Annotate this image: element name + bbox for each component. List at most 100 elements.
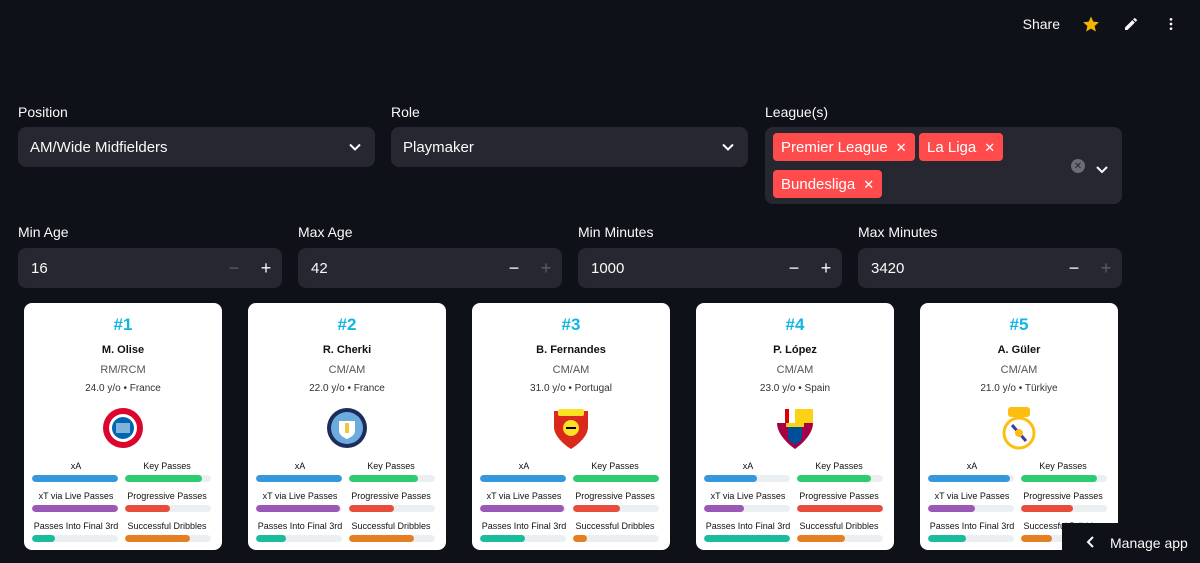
fc-bayern-crest xyxy=(102,405,144,451)
share-button[interactable]: Share xyxy=(1022,16,1060,32)
remove-tag-icon[interactable]: ✕ xyxy=(863,176,875,192)
metric-bar-fill xyxy=(797,505,883,512)
league-tag-bundesliga[interactable]: Bundesliga ✕ xyxy=(773,170,883,198)
increment-button[interactable]: + xyxy=(820,257,832,278)
position-select[interactable]: AM/Wide Midfielders xyxy=(18,127,375,167)
metric-label: xA xyxy=(294,461,306,471)
metric-bar-fill xyxy=(125,535,190,542)
metric-label: Key Passes xyxy=(591,461,639,471)
metric-bar-fill xyxy=(573,475,659,482)
league-tag-premier-league[interactable]: Premier League ✕ xyxy=(773,133,915,161)
player-card[interactable]: #5 A. Güler CM/AM 21.0 y/o • Türkiye xA Key P… xyxy=(920,303,1118,550)
metric-bar xyxy=(797,535,883,542)
chevron-down-icon xyxy=(722,139,734,156)
metric-bar xyxy=(928,475,1014,482)
metric-bar-fill xyxy=(704,535,790,542)
league-tag-la-liga[interactable]: La Liga ✕ xyxy=(919,133,1004,161)
player-card[interactable]: #3 B. Fernandes CM/AM 31.0 y/o • Portugal xA… xyxy=(472,303,670,550)
metric-bar-fill xyxy=(797,475,871,482)
pencil-icon[interactable] xyxy=(1122,15,1140,33)
metric-bar-fill xyxy=(125,475,203,482)
player-card[interactable]: #1 M. Olise RM/RCM 24.0 y/o • France xA Key P… xyxy=(24,303,222,550)
max-age-value: 42 xyxy=(311,259,328,277)
remove-tag-icon[interactable]: ✕ xyxy=(895,139,907,155)
metric-bar-fill xyxy=(349,505,394,512)
remove-tag-icon[interactable]: ✕ xyxy=(984,139,996,155)
metric-label: xT via Live Passes xyxy=(934,491,1010,501)
chevron-down-icon[interactable] xyxy=(1096,161,1108,179)
player-position: CM/AM xyxy=(1000,364,1038,376)
max-minutes-label: Max Minutes xyxy=(858,224,938,240)
manage-app-button[interactable]: Manage app xyxy=(1062,523,1200,563)
metric-label: Passes Into Final 3rd xyxy=(705,521,791,531)
league-tag-label: Bundesliga xyxy=(781,175,856,193)
metric-bar xyxy=(1021,505,1107,512)
metric-bar xyxy=(480,535,566,542)
metric-bar xyxy=(797,475,883,482)
decrement-button[interactable]: − xyxy=(1068,257,1080,278)
metric-bar-fill xyxy=(125,505,170,512)
metric-bar xyxy=(349,475,435,482)
metric-bar xyxy=(704,535,790,542)
increment-button[interactable]: + xyxy=(260,257,272,278)
metric-bar xyxy=(32,475,118,482)
metric-label: xT via Live Passes xyxy=(710,491,786,501)
metric-label: Successful Dribbles xyxy=(799,521,879,531)
metric-bar xyxy=(125,535,211,542)
metric-bar-fill xyxy=(256,505,341,512)
metric-bar-fill xyxy=(573,535,587,542)
min-minutes-input[interactable]: 1000 − + xyxy=(578,248,842,288)
star-icon[interactable] xyxy=(1082,15,1100,33)
metric-label: Progressive Passes xyxy=(1023,491,1103,501)
player-meta: 23.0 y/o • Spain xyxy=(759,383,831,394)
metric-label: Successful Dribbles xyxy=(575,521,655,531)
man-city-crest xyxy=(326,405,368,451)
metric-bar-fill xyxy=(928,475,1010,482)
max-minutes-input[interactable]: 3420 − + xyxy=(858,248,1122,288)
increment-button[interactable]: + xyxy=(1100,257,1112,278)
metric-bar-fill xyxy=(32,475,118,482)
metric-bar xyxy=(480,475,566,482)
leagues-multiselect[interactable]: Premier League ✕ La Liga ✕ Bundesliga ✕ ✕ xyxy=(765,127,1122,204)
clear-all-icon[interactable]: ✕ xyxy=(1071,159,1085,173)
metric-label: xT via Live Passes xyxy=(38,491,114,501)
metric-bar-fill xyxy=(349,475,418,482)
metric-bar xyxy=(256,475,342,482)
player-card[interactable]: #4 P. López CM/AM 23.0 y/o • Spain xA Key Pas… xyxy=(696,303,894,550)
min-minutes-label: Min Minutes xyxy=(578,224,654,240)
metric-bar-fill xyxy=(1021,535,1052,542)
more-vert-icon[interactable] xyxy=(1162,15,1180,33)
position-value: AM/Wide Midfielders xyxy=(30,138,168,156)
metric-bar-fill xyxy=(349,535,414,542)
metric-label: Progressive Passes xyxy=(351,491,431,501)
role-select[interactable]: Playmaker xyxy=(391,127,748,167)
metric-bar xyxy=(480,505,566,512)
player-card[interactable]: #2 R. Cherki CM/AM 22.0 y/o • France xA Key P… xyxy=(248,303,446,550)
decrement-button[interactable]: − xyxy=(788,257,800,278)
metric-label: Key Passes xyxy=(367,461,415,471)
metric-bar xyxy=(256,535,342,542)
decrement-button[interactable]: − xyxy=(228,257,240,278)
max-age-input[interactable]: 42 − + xyxy=(298,248,562,288)
increment-button[interactable]: + xyxy=(540,257,552,278)
metric-label: Progressive Passes xyxy=(799,491,879,501)
min-age-input[interactable]: 16 − + xyxy=(18,248,282,288)
metric-label: Progressive Passes xyxy=(575,491,655,501)
player-rank: #4 xyxy=(785,315,805,334)
metric-bar xyxy=(704,475,790,482)
metric-bar-fill xyxy=(1021,505,1073,512)
metric-bar-fill xyxy=(928,535,966,542)
metric-bar-fill xyxy=(797,535,846,542)
metric-bar-fill xyxy=(480,505,565,512)
decrement-button[interactable]: − xyxy=(508,257,520,278)
metric-label: Key Passes xyxy=(815,461,863,471)
metric-label: xT via Live Passes xyxy=(486,491,562,501)
metric-bar xyxy=(32,505,118,512)
metric-bar-fill xyxy=(480,535,525,542)
league-tag-label: Premier League xyxy=(781,138,888,156)
player-name: A. Güler xyxy=(997,344,1041,356)
metric-bar xyxy=(349,535,435,542)
metric-label: xA xyxy=(742,461,754,471)
metric-label: Passes Into Final 3rd xyxy=(33,521,119,531)
metric-label: xA xyxy=(966,461,978,471)
